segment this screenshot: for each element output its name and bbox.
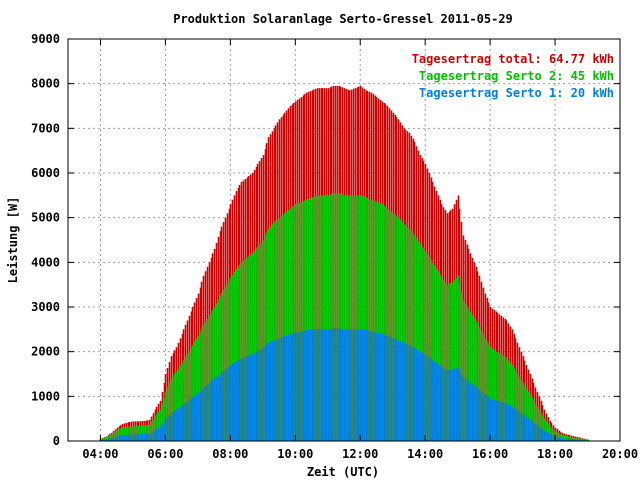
y-tick-label: 3000 [31,300,60,314]
axis-tick-labels: 0 1000 2000 3000 4000 5000 6000 7000 8000 9000 04:… [31,32,638,461]
bar-series-group [99,85,590,441]
x-tick-label: 18:00 [537,447,573,461]
y-tick-label: 1000 [31,389,60,403]
x-tick-label: 10:00 [277,447,313,461]
y-tick-label: 6000 [31,166,60,180]
plot-frame [67,38,621,442]
x-tick-label: 16:00 [472,447,508,461]
legend-entry: Tagesertrag Serto 1: 20 kWh [419,86,614,100]
x-tick-label: 20:00 [602,447,638,461]
x-tick-label: 06:00 [147,447,183,461]
y-tick-label: 2000 [31,345,60,359]
legend-entry: Tagesertrag total: 64.77 kWh [412,52,614,66]
legend-entry: Tagesertrag Serto 2: 45 kWh [419,69,614,83]
bar-series-3 [99,328,590,441]
y-tick-label: 4000 [31,255,60,269]
y-tick-label: 7000 [31,121,60,135]
x-tick-label: 04:00 [82,447,118,461]
y-tick-label: 5000 [31,211,60,225]
legend: Tagesertrag total: 64.77 kWh Tagesertrag … [412,52,614,100]
y-tick-label: 0 [53,434,60,448]
chart-title: Produktion Solaranlage Serto-Gressel 201… [173,12,513,26]
axis-ticks [68,38,621,442]
y-tick-label: 8000 [31,77,60,91]
x-tick-label: 12:00 [342,447,378,461]
x-tick-label: 14:00 [407,447,443,461]
y-axis-label: Leistung [W] [6,197,20,284]
y-tick-label: 9000 [31,32,60,46]
x-tick-label: 08:00 [212,447,248,461]
x-axis-label: Zeit (UTC) [307,465,379,479]
